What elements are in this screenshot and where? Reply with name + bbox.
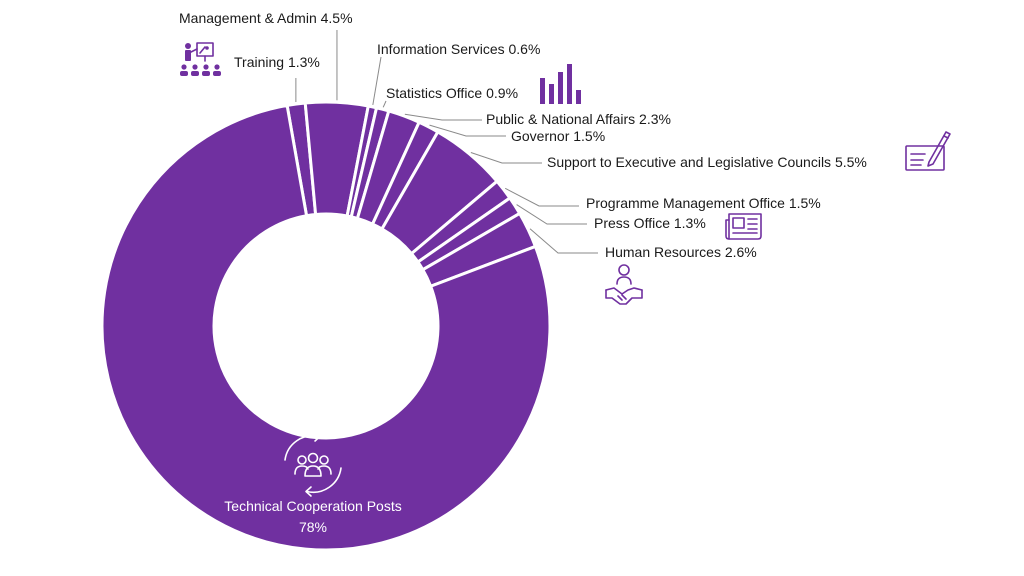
label-programme-management: Programme Management Office 1.5% xyxy=(586,195,821,211)
bar-chart-icon xyxy=(540,64,581,104)
donut-slices xyxy=(100,100,552,552)
leader-statistics-office xyxy=(382,100,387,108)
leader-programme-management-office xyxy=(504,187,579,207)
handshake-icon xyxy=(605,264,643,305)
label-management-admin: Management & Admin 4.5% xyxy=(179,10,353,26)
leader-public-and-national-affairs xyxy=(404,113,482,121)
leader-governor xyxy=(429,124,506,137)
team-cycle-icon xyxy=(284,432,342,497)
leader-human-resources xyxy=(529,228,598,254)
label-press-office: Press Office 1.3% xyxy=(594,215,706,231)
label-technical-cooperation: Technical Cooperation Posts xyxy=(224,498,401,514)
leader-press-office xyxy=(516,204,587,225)
leader-support-to-executive-and-legislative-councils xyxy=(470,152,542,164)
leader-information-services xyxy=(372,56,382,105)
value-technical-cooperation: 78% xyxy=(299,519,327,535)
newspaper-icon xyxy=(725,213,762,240)
presentation-icon xyxy=(180,42,221,76)
label-public-national-affairs: Public & National Affairs 2.3% xyxy=(486,111,671,127)
label-training: Training 1.3% xyxy=(234,54,320,70)
leader-lines xyxy=(295,30,598,254)
label-statistics-office: Statistics Office 0.9% xyxy=(386,85,518,101)
slice-technical-cooperation-posts xyxy=(100,103,552,552)
label-support-councils: Support to Executive and Legislative Cou… xyxy=(547,154,867,170)
pen-document-icon xyxy=(905,131,951,171)
label-governor: Governor 1.5% xyxy=(511,128,605,144)
label-human-resources: Human Resources 2.6% xyxy=(605,244,757,260)
label-information-services: Information Services 0.6% xyxy=(377,41,540,57)
